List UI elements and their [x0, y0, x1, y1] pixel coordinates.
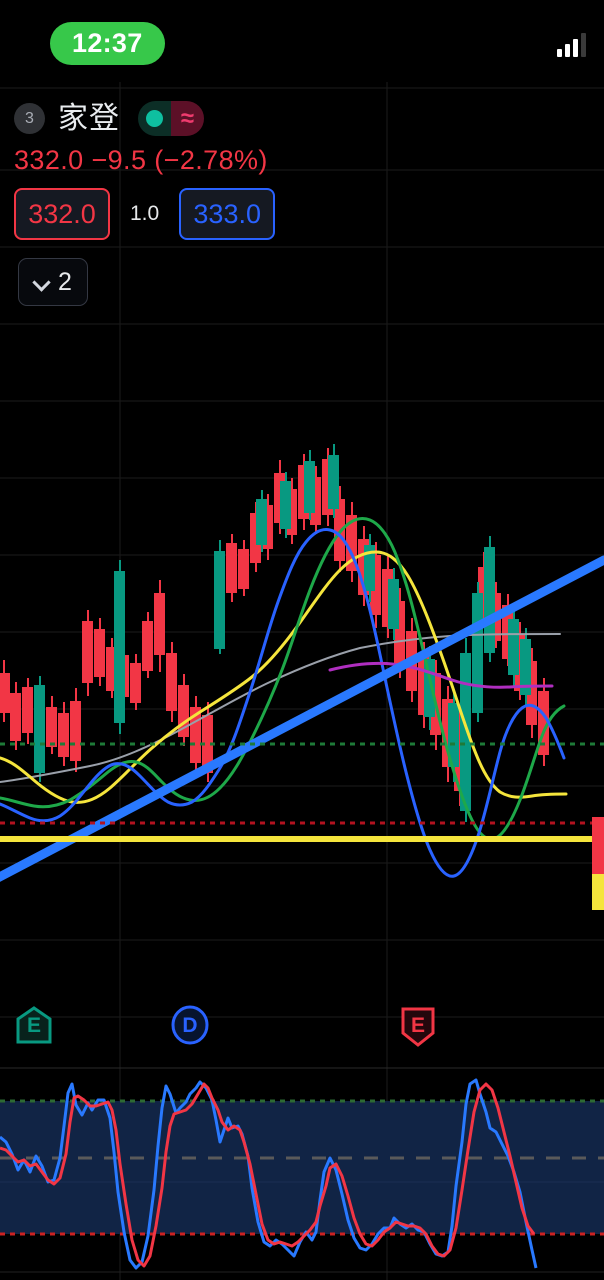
earnings-marker-down-label: E	[410, 1014, 425, 1037]
buy-button[interactable]: 333.0	[179, 188, 276, 240]
approximately-equal-icon: ≈	[171, 101, 204, 136]
chart-stage[interactable]: E D E	[0, 82, 604, 1280]
ma-slow-line	[0, 550, 568, 804]
trend-line	[0, 555, 604, 882]
spread-value: 1.0	[130, 202, 160, 225]
symbol-row[interactable]: 3 家登 ≈	[14, 101, 204, 136]
earnings-marker-up[interactable]: E	[12, 1004, 56, 1048]
clock-time: 12:37	[50, 22, 165, 66]
ma-extra-line	[328, 661, 554, 689]
status-bar: 12:37	[0, 0, 604, 82]
sell-button[interactable]: 332.0	[14, 188, 110, 240]
dividend-marker-label: D	[182, 1014, 198, 1037]
symbol-index-badge[interactable]: 3	[14, 103, 45, 134]
stochastic-oscillator-panel	[0, 1067, 604, 1273]
quantity-value: 2	[58, 267, 72, 296]
earnings-marker-down[interactable]: E	[396, 1004, 440, 1048]
level-lines	[0, 742, 604, 842]
dividend-marker[interactable]: D	[168, 1004, 212, 1048]
symbol-name[interactable]: 家登	[58, 101, 120, 135]
stoch-d-line	[0, 1082, 536, 1268]
price-panel[interactable]	[0, 82, 604, 1280]
indicator-status-pill[interactable]: ≈	[138, 101, 204, 136]
cellular-signal-icon	[557, 33, 586, 57]
chevron-down-icon	[34, 275, 49, 290]
dot-icon	[138, 101, 171, 136]
quote-line: 332.0 −9.5 (−2.78%)	[14, 145, 268, 175]
stoch-k-line	[0, 1078, 538, 1270]
quantity-selector[interactable]: 2	[18, 258, 88, 306]
earnings-marker-up-label: E	[26, 1014, 41, 1037]
price-scale-tags	[592, 817, 604, 910]
order-tickets: 332.0 1.0 333.0	[14, 188, 276, 240]
event-markers: E D E	[0, 82, 604, 1280]
candlestick-series	[0, 444, 549, 822]
